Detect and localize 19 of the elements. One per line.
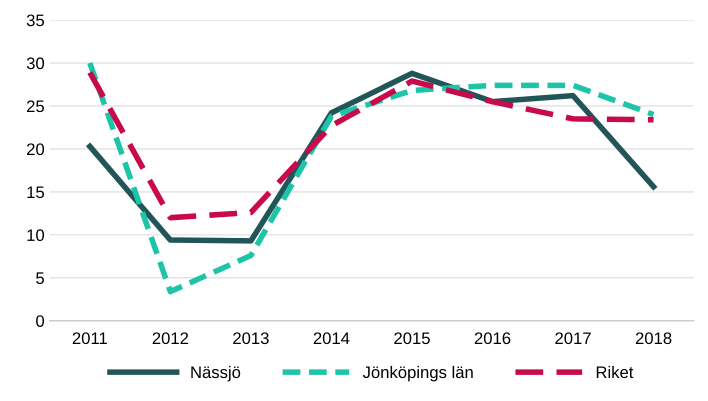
y-tick-label: 35 [26,14,44,26]
y-tick-label: 15 [27,186,44,198]
y-tick-label: 10 [27,229,44,242]
x-tick-label: 2015 [394,332,430,344]
x-tick-label: 2011 [72,332,107,344]
x-tick-label: 2018 [636,332,672,344]
y-tick-label: 5 [36,272,44,284]
y-tick-label: 0 [36,315,44,328]
x-tick-label: 2012 [152,332,188,344]
legend-label: Jönköpings län [362,366,473,382]
x-tick-label: 2013 [233,332,269,344]
x-tick-label: 2017 [555,332,591,344]
y-tick-label: 25 [27,100,44,112]
legend-label: Nässjö [191,366,240,382]
y-tick-label: 30 [26,57,44,70]
legend-label: Riket [596,366,634,378]
y-tick-label: 20 [27,143,44,156]
x-tick-label: 2014 [314,332,350,344]
x-tick-label: 2016 [474,332,510,344]
